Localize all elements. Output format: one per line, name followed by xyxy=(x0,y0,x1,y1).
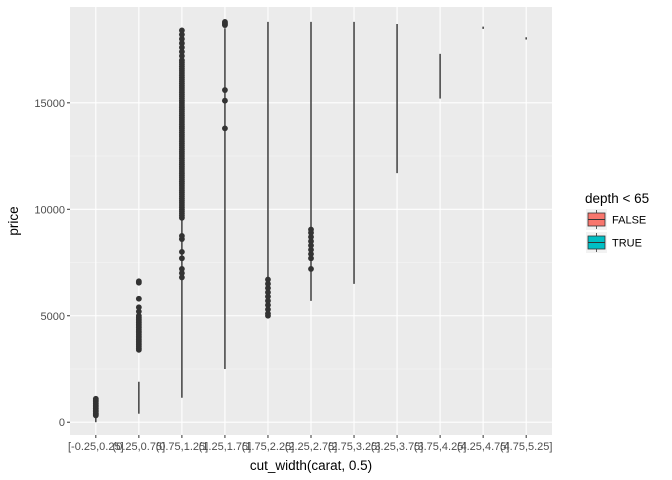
outlier-point xyxy=(178,31,185,38)
x-tick-label: (4.25,4.75] xyxy=(457,441,510,453)
x-axis-title: cut_width(carat, 0.5) xyxy=(250,458,372,473)
outlier-point xyxy=(178,53,185,59)
outlier-point xyxy=(308,234,314,240)
outlier-point xyxy=(222,97,228,104)
x-tick-label: (2.75,3.25] xyxy=(328,441,381,453)
outlier-point xyxy=(178,248,185,255)
outlier-point xyxy=(178,274,185,281)
x-axis-ticks: [-0.25,0.25](0.25,0.75](0.75,1.25](1.25,… xyxy=(68,435,552,453)
outlier-point xyxy=(308,246,314,253)
outlier-point xyxy=(178,36,185,42)
outlier-point xyxy=(135,308,142,315)
y-axis-title: price xyxy=(6,206,21,235)
box-marks xyxy=(92,19,527,423)
outlier-point xyxy=(265,280,271,287)
outlier-point xyxy=(178,44,185,51)
outlier-point xyxy=(308,251,314,257)
legend-keys: FALSE TRUE xyxy=(586,209,646,253)
outlier-point xyxy=(308,266,314,272)
x-tick-label: (0.75,1.25] xyxy=(156,441,209,453)
outlier-point xyxy=(178,48,185,55)
legend: depth < 65 FALSE TRUE xyxy=(585,191,649,253)
outlier-point xyxy=(222,19,228,25)
outlier-point xyxy=(178,266,185,272)
y-tick-label: 10000 xyxy=(34,204,65,216)
y-axis-ticks: 0 5000 10000 15000 xyxy=(34,98,70,429)
legend-label: TRUE xyxy=(612,238,642,250)
outlier-point xyxy=(92,395,99,402)
outlier-point xyxy=(265,297,271,304)
outlier-point xyxy=(135,312,142,319)
outlier-point xyxy=(178,255,185,262)
x-tick-label: (3.25,3.75] xyxy=(371,441,424,453)
legend-title: depth < 65 xyxy=(585,191,649,206)
x-tick-label: (0.25,0.75] xyxy=(113,441,166,453)
outlier-point xyxy=(178,27,185,34)
outlier-point xyxy=(308,255,314,262)
outlier-point xyxy=(178,57,185,64)
outlier-point xyxy=(222,125,228,132)
outlier-point xyxy=(265,289,271,296)
outlier-point xyxy=(178,40,185,47)
outlier-point xyxy=(135,304,142,311)
outlier-point xyxy=(135,278,142,285)
x-tick-label: (2.25,2.75] xyxy=(285,441,338,453)
outlier-point xyxy=(265,310,271,317)
x-tick-label: [-0.25,0.25] xyxy=(68,441,124,453)
outlier-point xyxy=(265,276,271,283)
legend-label: FALSE xyxy=(612,215,646,227)
outlier-point xyxy=(265,285,271,291)
outlier-point xyxy=(135,295,142,302)
outlier-point xyxy=(308,226,314,233)
outlier-point xyxy=(178,270,185,277)
outlier-point xyxy=(265,306,271,313)
y-tick-label: 15000 xyxy=(34,98,65,110)
y-tick-label: 0 xyxy=(59,417,65,429)
outlier-point xyxy=(308,242,314,249)
outlier-point xyxy=(222,87,228,93)
x-tick-label: (3.75,4.25] xyxy=(414,441,467,453)
outlier-point xyxy=(308,238,314,245)
x-tick-label: (4.75,5.25] xyxy=(500,441,553,453)
outlier-point xyxy=(265,302,271,309)
outlier-point xyxy=(265,293,271,300)
x-tick-label: (1.25,1.75] xyxy=(199,441,252,453)
x-tick-label: (1.75,2.25] xyxy=(242,441,295,453)
outlier-point xyxy=(178,233,185,239)
y-tick-label: 5000 xyxy=(41,311,65,323)
